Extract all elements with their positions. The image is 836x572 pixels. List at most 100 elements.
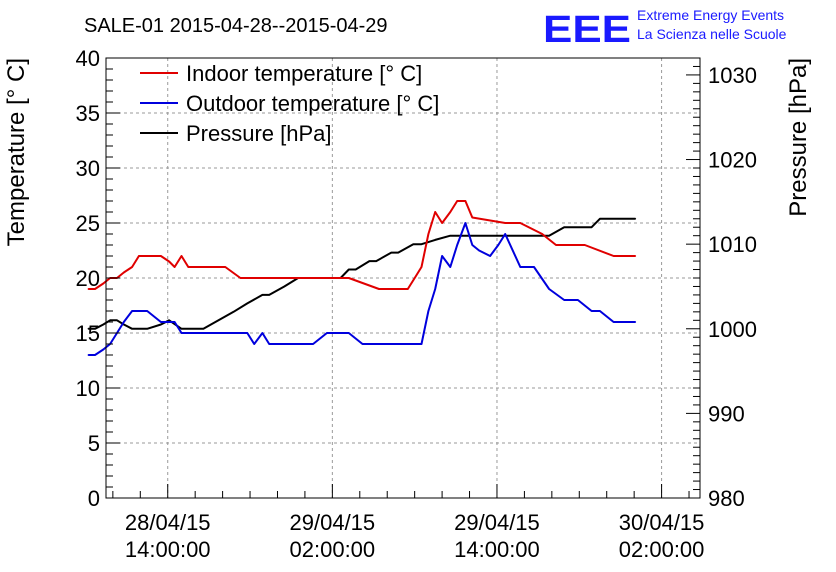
data-point-indoor [94, 288, 96, 290]
data-point-outdoor [326, 332, 328, 334]
legend-label-pressure: Pressure [hPa] [186, 121, 332, 146]
legend-label-indoor: Indoor temperature [° C] [186, 61, 422, 86]
data-point-indoor [187, 266, 189, 268]
legend: Indoor temperature [° C] Outdoor temperat… [140, 61, 439, 146]
x-tick-label-date: 28/04/15 [125, 510, 211, 535]
chart-title: SALE-01 2015-04-28--2015-04-29 [84, 15, 388, 37]
data-point-outdoor [123, 321, 125, 323]
x-tick-label-date: 29/04/15 [454, 510, 540, 535]
y-tick-label: 40 [76, 46, 100, 71]
data-point-indoor [464, 200, 467, 202]
data-point-outdoor [449, 266, 451, 268]
data-point-pressure [246, 302, 248, 304]
data-point-outdoor [348, 332, 350, 334]
data-point-pressure [232, 311, 235, 313]
data-point-indoor [168, 260, 170, 263]
data-point-pressure [348, 268, 350, 271]
y2-tick-label: 1020 [708, 148, 757, 173]
data-point-outdoor [146, 310, 148, 312]
data-point-pressure [109, 319, 111, 321]
data-point-pressure [160, 323, 162, 326]
ticks-group: 0 5 10 15 20 25 30 35 40 980 990 1000 1010 1020 1030 28… [76, 46, 757, 562]
data-point-outdoor [434, 288, 436, 290]
data-point-outdoor [504, 233, 506, 235]
data-point-pressure [355, 268, 357, 271]
y-tick-label: 35 [76, 101, 100, 126]
data-point-pressure [168, 319, 170, 321]
data-point-pressure [217, 319, 220, 321]
data-point-indoor [123, 271, 125, 274]
data-point-outdoor [246, 332, 248, 334]
data-point-indoor [407, 288, 409, 290]
data-point-outdoor [563, 299, 565, 301]
data-point-pressure [591, 226, 593, 228]
data-point-outdoor [497, 244, 499, 246]
data-point-indoor [541, 233, 543, 235]
data-point-outdoor [268, 343, 270, 345]
data-point-indoor [449, 211, 451, 213]
data-point-outdoor [173, 321, 176, 323]
y-tick-label: 25 [76, 211, 100, 236]
data-point-pressure [397, 252, 399, 254]
data-point-outdoor [375, 343, 377, 345]
data-point-indoor [555, 244, 557, 246]
data-point-pressure [390, 252, 392, 254]
data-point-pressure [116, 319, 118, 321]
data-point-outdoor [441, 255, 443, 257]
data-point-indoor [441, 222, 443, 224]
data-point-indoor [253, 277, 255, 279]
data-point-indoor [160, 255, 162, 257]
y-tick-label: 20 [76, 266, 100, 291]
data-point-pressure [548, 235, 550, 237]
data-point-indoor [180, 255, 183, 257]
y2-axis-label: Pressure [hPa] [785, 58, 812, 217]
data-point-outdoor [211, 332, 213, 334]
legend-label-outdoor: Outdoor temperature [° C] [186, 91, 439, 116]
data-point-indoor [239, 277, 242, 279]
y2-tick-label: 1010 [708, 232, 757, 257]
y2-tick-label: 990 [708, 401, 745, 426]
data-point-indoor [131, 266, 133, 268]
y2-tick-label: 1030 [708, 63, 757, 88]
data-point-pressure [533, 235, 535, 237]
data-point-pressure [180, 328, 183, 330]
data-point-indoor [434, 211, 436, 213]
data-point-outdoor [519, 266, 521, 268]
data-point-indoor [504, 222, 506, 224]
x-tick-label-time: 02:00:00 [619, 537, 705, 562]
data-point-indoor [348, 277, 350, 279]
x-tick-label-time: 14:00:00 [454, 537, 540, 562]
data-point-outdoor [312, 343, 314, 345]
logo-line-1: Extreme Energy Events [637, 7, 784, 23]
data-point-indoor [420, 266, 423, 268]
data-point-indoor [224, 266, 226, 268]
data-point-pressure [449, 235, 451, 237]
data-point-indoor [326, 277, 328, 279]
data-point-indoor [414, 277, 416, 279]
data-point-indoor [612, 255, 615, 257]
data-point-outdoor [232, 332, 235, 334]
data-point-indoor [87, 288, 89, 290]
data-point-indoor [634, 255, 637, 257]
data-point-indoor [312, 277, 314, 279]
series-line-outdoor [88, 222, 636, 356]
data-point-pressure [577, 226, 579, 228]
data-point-indoor [471, 216, 473, 219]
data-point-outdoor [253, 343, 255, 345]
data-point-outdoor [634, 321, 637, 323]
data-point-indoor [427, 233, 429, 235]
y-tick-label: 5 [88, 431, 100, 456]
data-point-pressure [102, 323, 104, 326]
y2-tick-label: 1000 [708, 317, 757, 342]
logo-line-2: La Scienza nelle Scuole [637, 26, 787, 42]
series-group [87, 200, 637, 356]
data-point-indoor [584, 244, 586, 246]
data-point-outdoor [168, 321, 170, 323]
data-point-outdoor [180, 332, 183, 334]
y2-tick-label: 980 [708, 486, 745, 511]
data-point-pressure [131, 328, 133, 330]
data-point-indoor [394, 288, 397, 290]
data-point-outdoor [548, 288, 550, 290]
data-point-pressure [268, 294, 270, 296]
x-tick-label-date: 30/04/15 [619, 510, 705, 535]
